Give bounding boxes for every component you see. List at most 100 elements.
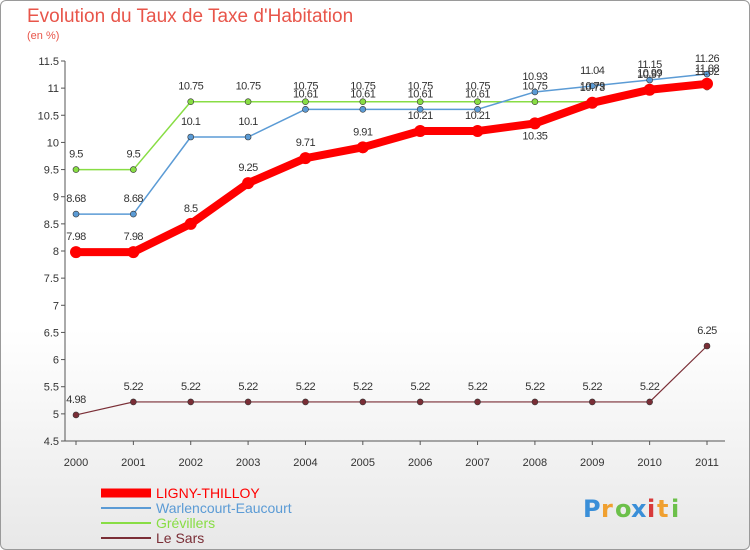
data-label-1-8: 10.93: [522, 71, 547, 83]
data-label-3-5: 5.22: [353, 381, 373, 393]
series-point-0-3: [242, 177, 255, 190]
series-point-0-9: [586, 96, 599, 109]
y-tick-label: 5.5: [44, 382, 59, 394]
series-point-1-10: [646, 76, 653, 84]
x-tick-label: 2011: [695, 457, 719, 469]
series-point-2-3: [244, 98, 252, 106]
y-tick-label: 9.5: [44, 165, 59, 177]
series-point-0-11: [701, 77, 713, 90]
series-line-3: [75, 345, 708, 416]
x-tick-label: 2007: [465, 457, 489, 469]
series-point-2-8: [531, 98, 539, 106]
data-label-3-11: 6.25: [697, 325, 717, 337]
x-tick-label: 2009: [580, 457, 604, 469]
data-label-2-8: 10.75: [522, 81, 547, 93]
data-label-3-3: 5.22: [238, 381, 258, 393]
data-label-0-0: 7.98: [66, 231, 86, 243]
series-point-3-7: [474, 398, 481, 406]
x-tick-label: 2002: [178, 457, 202, 469]
series-point-1-2: [187, 133, 195, 141]
y-tick-label: 8: [53, 246, 59, 258]
data-label-0-5: 9.91: [353, 126, 373, 138]
data-label-0-9: 10.73: [580, 82, 605, 94]
series-point-1-0: [72, 210, 80, 218]
data-label-1-2: 10.1: [181, 116, 201, 128]
series-layer: [70, 70, 713, 419]
y-tick-label: 6: [53, 355, 59, 367]
data-label-1-9: 11.04: [580, 65, 605, 77]
y-tick-label: 10: [47, 137, 59, 149]
data-label-2-6: 10.75: [408, 81, 433, 93]
series-point-1-5: [359, 106, 367, 113]
legend-label-1: Warlencourt-Eaucourt: [156, 500, 292, 516]
series-point-2-6: [416, 98, 424, 106]
x-tick-label: 2008: [523, 457, 547, 469]
data-label-0-7: 10.21: [465, 110, 490, 122]
series-point-0-1: [127, 246, 140, 259]
data-label-0-10: 10.97: [637, 69, 662, 81]
series-point-2-0: [72, 166, 80, 173]
y-tick-label: 8.5: [44, 219, 59, 231]
data-label-3-7: 5.22: [468, 381, 488, 393]
series-point-1-7: [474, 106, 481, 113]
data-labels-layer: 7.98 7.98 8.5 9.25 9.71 9.91 10.21 10.21 10.35 10…: [66, 53, 720, 406]
logo-letter: P: [583, 495, 601, 523]
x-tick-label: 2010: [637, 457, 661, 469]
series-point-2-5: [359, 98, 367, 106]
series-point-0-4: [299, 152, 312, 165]
y-tick-label: 5: [53, 409, 59, 421]
series-line-0: [76, 79, 708, 257]
data-label-2-2: 10.75: [178, 81, 203, 93]
legend-label-3: Le Sars: [156, 530, 204, 546]
data-label-0-3: 9.25: [238, 162, 258, 174]
series-point-0-10: [643, 83, 656, 96]
logo-letter: r: [601, 495, 613, 523]
data-label-3-9: 5.22: [583, 381, 603, 393]
data-label-1-11: 11.26: [695, 53, 720, 65]
series-point-1-1: [130, 210, 137, 218]
series-point-0-2: [184, 217, 197, 230]
data-label-1-10: 11.15: [638, 59, 663, 71]
y-tick-label: 6.5: [44, 327, 59, 339]
series-point-2-4: [302, 98, 309, 106]
series-point-3-0: [72, 411, 80, 419]
series-point-2-2: [187, 98, 195, 106]
y-tick-label: 11: [48, 83, 59, 95]
data-label-1-4: 10.61: [293, 88, 318, 100]
y-tick-label: 7.5: [44, 273, 59, 285]
data-label-1-6: 10.61: [408, 88, 433, 100]
x-tick-label: 2003: [236, 457, 260, 469]
logo-letter: x: [631, 495, 647, 523]
data-label-1-5: 10.61: [350, 88, 375, 100]
data-label-3-10: 5.22: [640, 381, 660, 393]
data-label-0-6: 10.21: [408, 110, 433, 122]
data-label-2-7: 10.75: [465, 81, 490, 93]
series-point-0-0: [70, 246, 82, 259]
y-tick-label: 9: [53, 192, 59, 204]
axes: 4.5 5 5.5 6 6.5 7 7.5 8 8.5 9 9.5 10 10.5 11 11.5 2000 2…: [38, 56, 725, 469]
data-label-2-3: 10.75: [236, 81, 261, 93]
series-point-1-8: [531, 88, 539, 96]
data-label-1-7: 10.61: [465, 88, 490, 100]
x-tick-label: 2006: [408, 457, 432, 469]
y-tick-label: 4.5: [44, 436, 59, 448]
data-label-3-2: 5.22: [181, 381, 201, 393]
x-tick-label: 2000: [64, 457, 88, 469]
x-tick-label: 2005: [351, 457, 375, 469]
x-tick-label: 2001: [121, 457, 145, 469]
legend-label-2: Grévillers: [156, 515, 215, 531]
x-tick-label: 2004: [293, 457, 317, 469]
series-point-1-6: [416, 106, 424, 113]
series-point-3-1: [130, 398, 137, 406]
data-label-2-4: 10.75: [293, 81, 318, 93]
series-point-1-4: [302, 106, 309, 113]
data-label-3-6: 5.22: [410, 381, 430, 393]
data-label-0-1: 7.98: [124, 231, 144, 243]
chart-title: Evolution du Taux de Taxe d'Habitation: [27, 6, 354, 27]
y-tick-label: 11.5: [38, 56, 59, 68]
series-line-1: [76, 73, 708, 215]
data-label-2-0: 9.5: [69, 149, 83, 161]
